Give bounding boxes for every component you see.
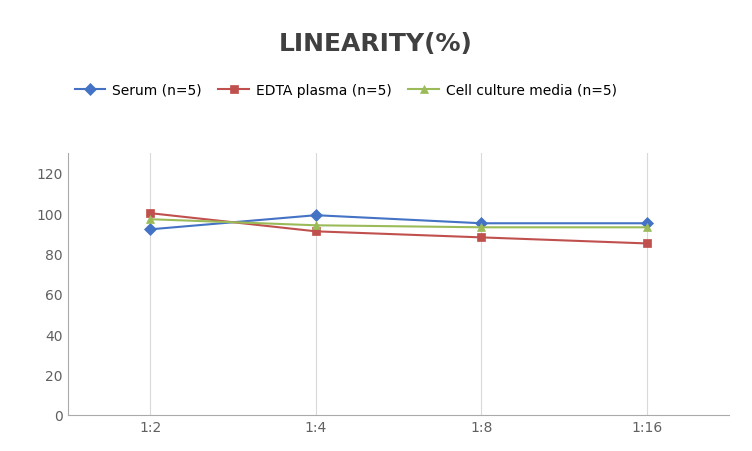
Text: LINEARITY(%): LINEARITY(%)	[279, 32, 473, 55]
Legend: Serum (n=5), EDTA plasma (n=5), Cell culture media (n=5): Serum (n=5), EDTA plasma (n=5), Cell cul…	[74, 83, 617, 97]
